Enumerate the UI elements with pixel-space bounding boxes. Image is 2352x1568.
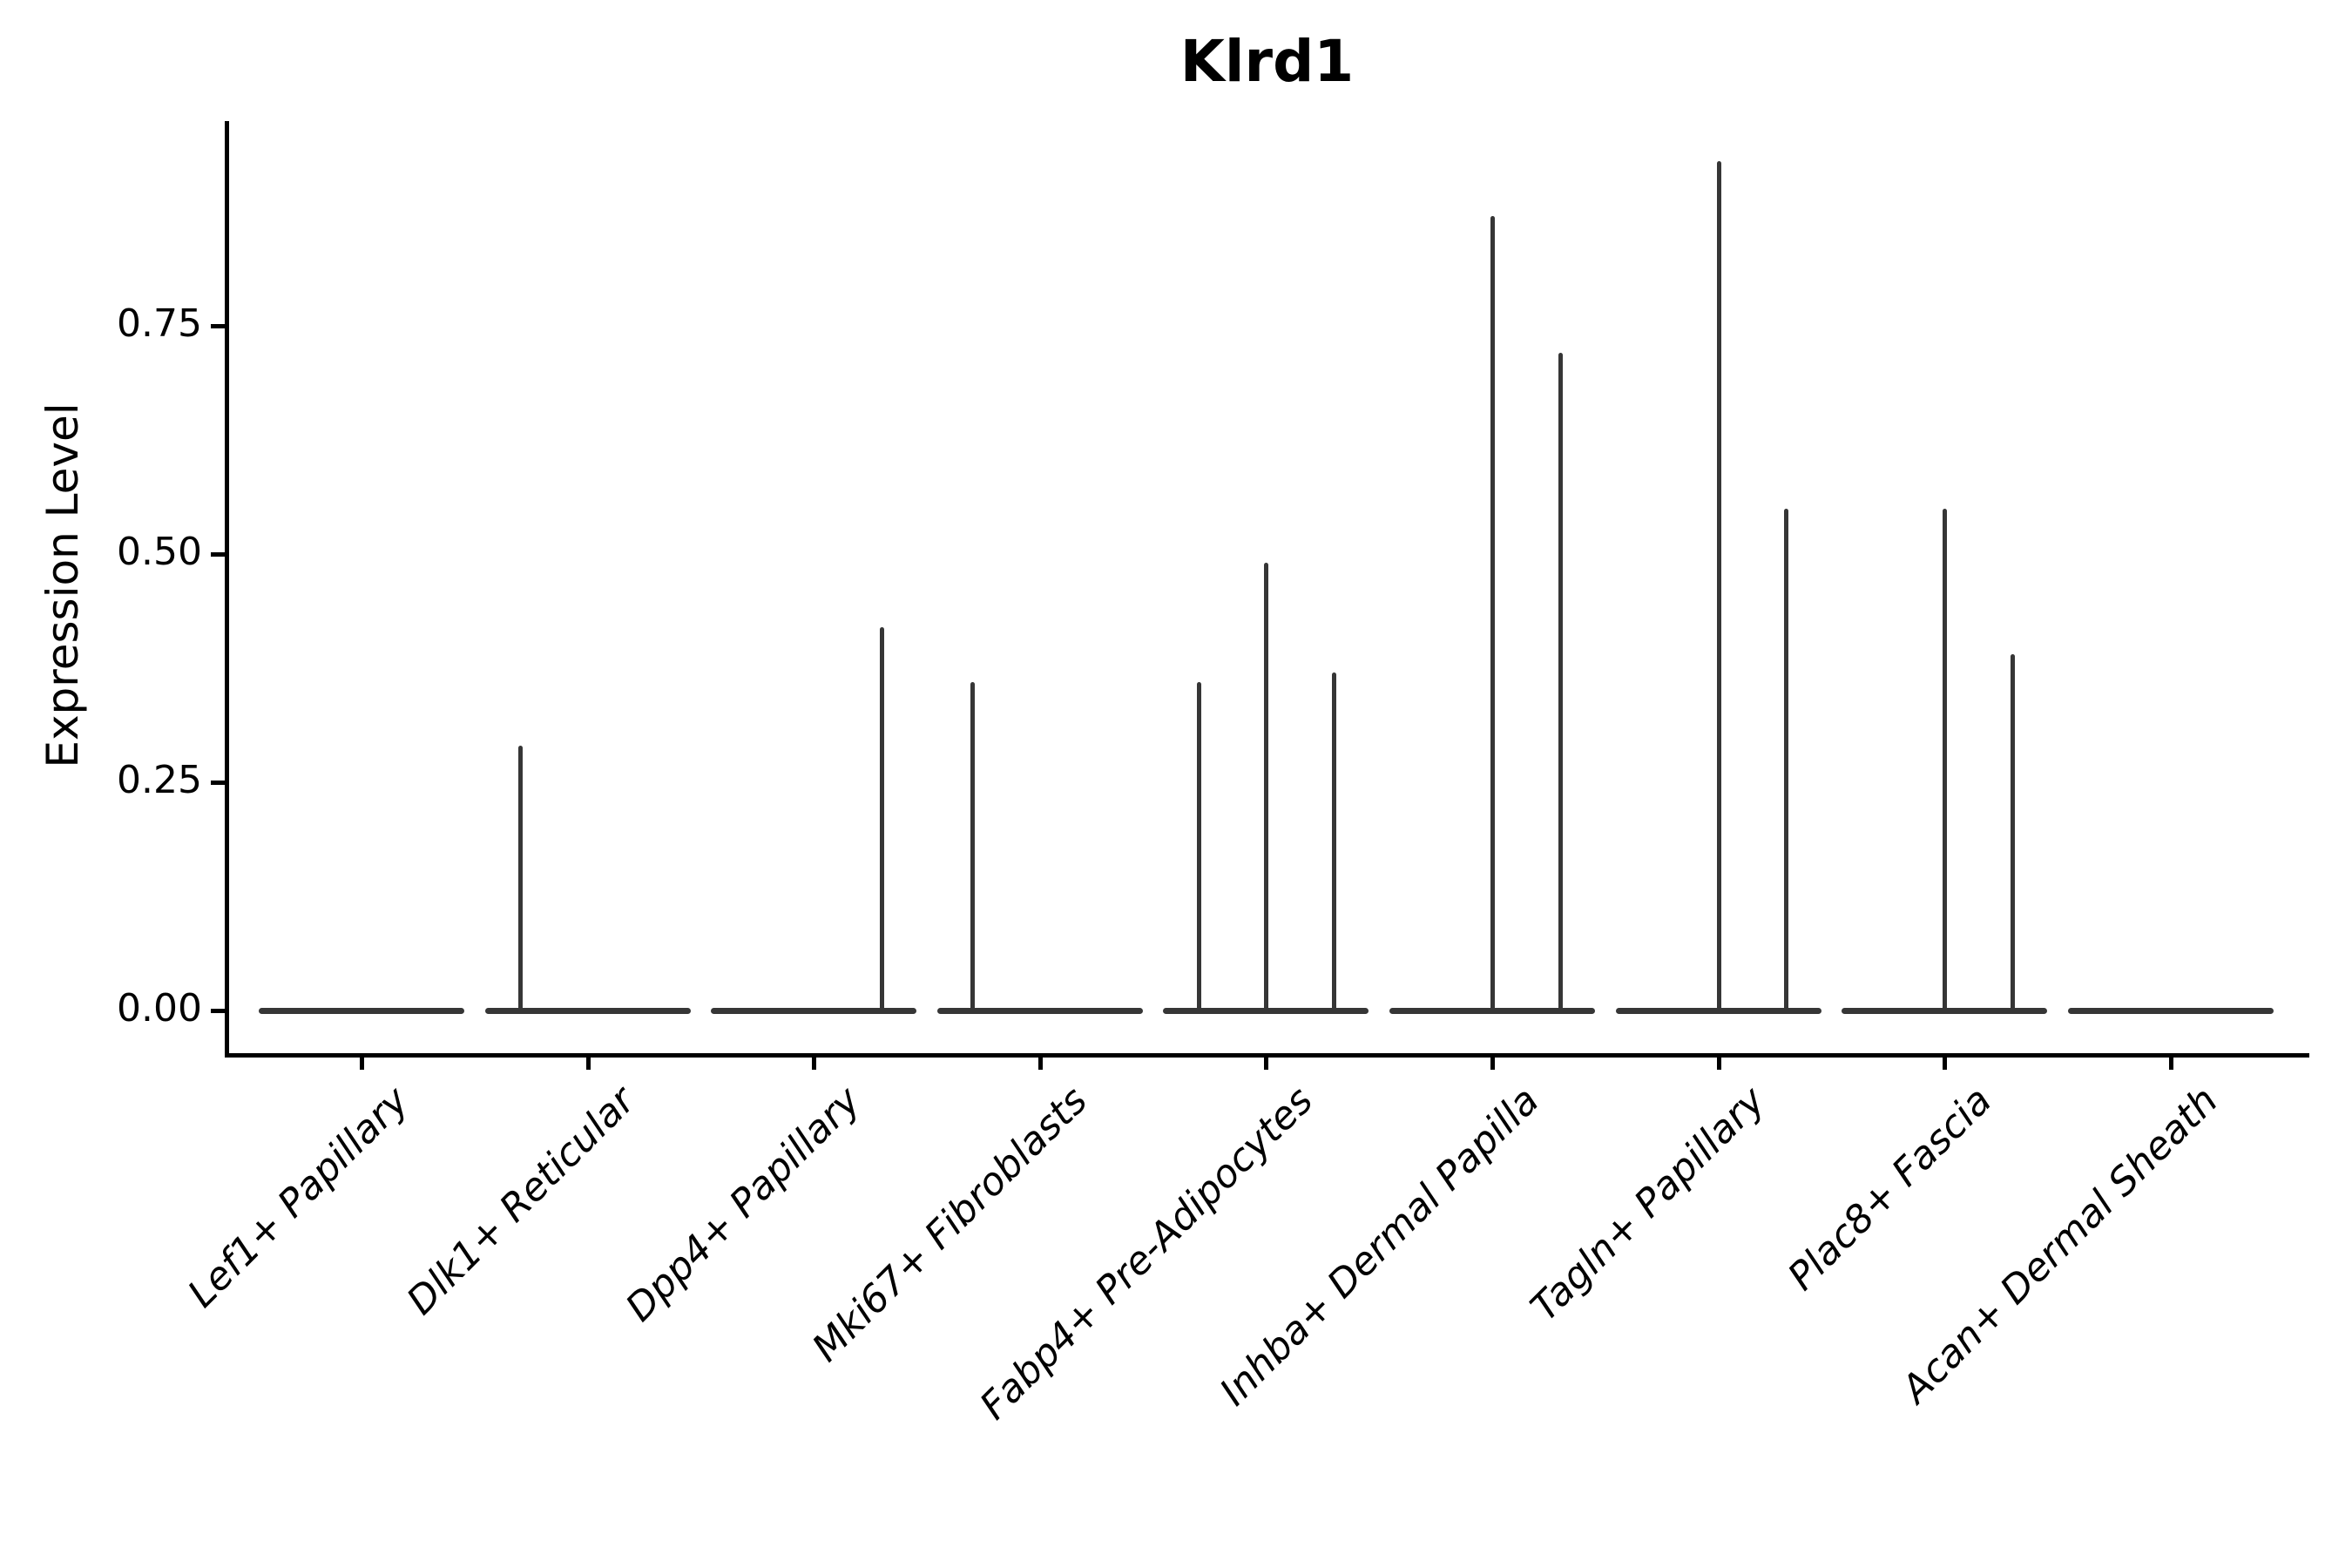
- violin-spike: [517, 746, 523, 1010]
- x-tick: [1490, 1058, 1495, 1070]
- x-tick: [360, 1058, 364, 1070]
- x-tick: [812, 1058, 817, 1070]
- violin-spike: [2011, 654, 2016, 1010]
- x-tick: [1264, 1058, 1269, 1070]
- violin-baseline: [1163, 1008, 1369, 1014]
- x-axis-spine: [225, 1053, 2309, 1058]
- y-tick-label: 0.00: [117, 986, 202, 1031]
- x-tick: [1037, 1058, 1043, 1070]
- x-tick-label: Plac8+ Fascia: [1779, 1078, 2001, 1300]
- y-tick: [211, 781, 225, 785]
- chart-title: Klrd1: [1179, 28, 1355, 95]
- x-tick-label: Lef1+ Papillary: [179, 1078, 417, 1316]
- x-tick-label: Dpp4+ Papillary: [618, 1078, 870, 1330]
- violin-baseline: [1615, 1008, 1821, 1014]
- violin-baseline: [2067, 1008, 2274, 1014]
- y-tick: [211, 552, 225, 557]
- violin-spike: [1196, 681, 1201, 1010]
- violin-spike: [1264, 563, 1269, 1010]
- y-axis-label: Expression Level: [37, 402, 88, 768]
- violin-spike: [1716, 161, 1721, 1010]
- y-tick-label: 0.75: [117, 301, 202, 346]
- x-tick: [1943, 1058, 1948, 1070]
- violin-baseline: [936, 1008, 1143, 1014]
- violin-spike: [1490, 216, 1495, 1010]
- violin-spike: [1943, 508, 1948, 1010]
- y-tick-label: 0.25: [117, 758, 202, 802]
- violin-spike: [970, 681, 975, 1010]
- x-tick: [585, 1058, 591, 1070]
- violin-baseline: [711, 1008, 917, 1014]
- violin-baseline: [1389, 1008, 1595, 1014]
- x-tick-label: Dlk1+ Reticular: [398, 1078, 644, 1324]
- y-tick: [211, 1009, 225, 1013]
- y-axis-spine: [225, 121, 229, 1058]
- violin-spike: [880, 626, 885, 1010]
- violin-baseline: [484, 1008, 691, 1014]
- violin-spike: [1332, 672, 1337, 1010]
- y-tick: [211, 324, 225, 328]
- violin-baseline: [259, 1008, 464, 1014]
- violin-spike: [1558, 353, 1563, 1010]
- violin-baseline: [1842, 1008, 2048, 1014]
- y-tick-label: 0.50: [117, 530, 202, 574]
- violin-spike: [1784, 508, 1789, 1010]
- x-tick: [2168, 1058, 2173, 1070]
- x-tick-label: Tagln+ Papillary: [1522, 1078, 1774, 1330]
- x-tick: [1716, 1058, 1721, 1070]
